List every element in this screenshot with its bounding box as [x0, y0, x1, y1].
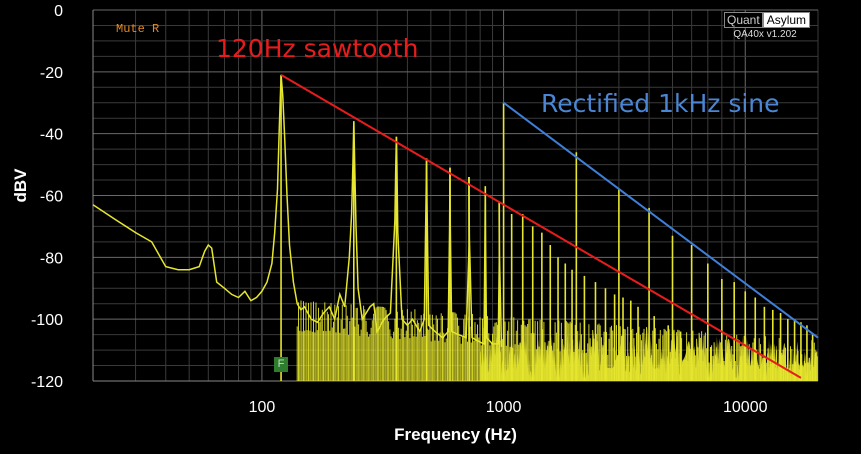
y-tick-label: -100: [31, 312, 63, 329]
frequency-marker-icon[interactable]: F: [274, 357, 288, 372]
annotation-sawtooth: 120Hz sawtooth: [216, 34, 419, 63]
y-tick-label: -80: [40, 250, 63, 267]
trend-line-rectified-sine: [502, 101, 819, 339]
y-tick-label: 0: [54, 3, 63, 20]
version-label: QA40x v1.202: [733, 29, 797, 40]
x-tick-label: 10000: [723, 399, 768, 416]
annotation-rectified-sine: Rectified 1kHz sine: [541, 89, 780, 118]
y-tick-label: -60: [40, 189, 63, 206]
spectrum-line: [92, 74, 503, 348]
logo-text-right: Asylum: [762, 12, 811, 28]
x-tick-label: 1000: [486, 399, 522, 416]
y-tick-label: -120: [31, 374, 63, 391]
mute-indicator: Mute R: [116, 22, 160, 36]
y-axis-title: dBV: [11, 168, 30, 203]
x-tick-label: 100: [249, 399, 276, 416]
logo-text-left: Quant: [724, 12, 763, 28]
brand-logo: Quant Asylum QA40x v1.202: [724, 12, 811, 40]
y-tick-label: -40: [40, 127, 63, 144]
trend-line-sawtooth: [280, 74, 802, 379]
y-tick-label: -20: [40, 65, 63, 82]
spectrum-noise-spikes: [296, 300, 818, 381]
x-axis-title: Frequency (Hz): [394, 425, 517, 444]
